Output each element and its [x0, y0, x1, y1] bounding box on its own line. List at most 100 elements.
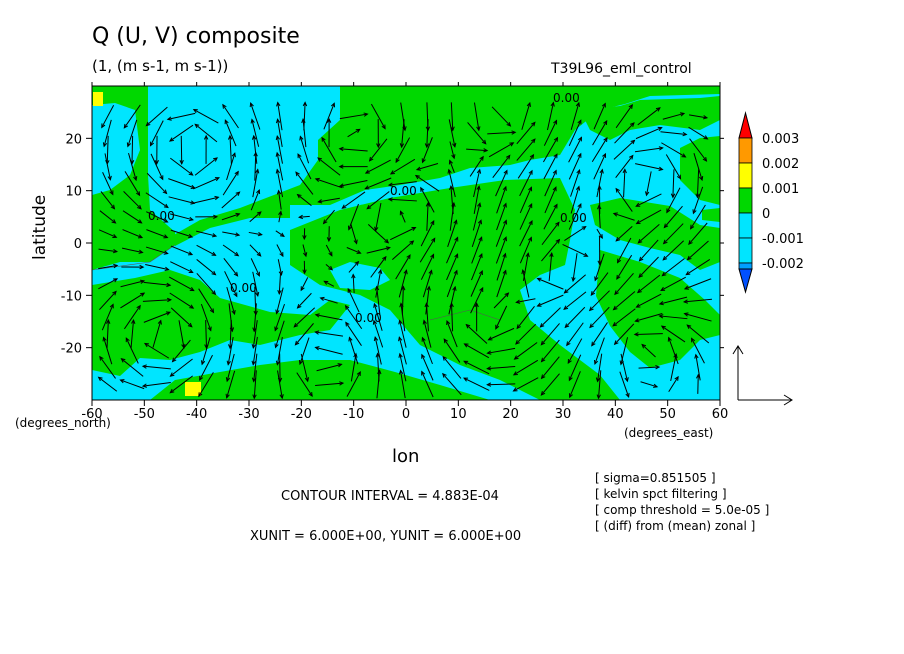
- wind-vector: [663, 223, 684, 244]
- wind-vector-head: [528, 169, 533, 175]
- high-value-patch: [185, 382, 201, 396]
- wind-vector: [612, 308, 636, 327]
- wind-vector-head: [430, 253, 435, 259]
- wind-vector-head: [113, 263, 119, 269]
- wind-vector-head: [398, 319, 403, 325]
- wind-vector: [415, 175, 440, 192]
- wind-vector-head: [231, 152, 236, 158]
- wind-vector: [638, 366, 660, 369]
- wind-vector: [659, 315, 688, 320]
- wind-vector-head: [555, 238, 561, 244]
- wind-vector: [325, 244, 333, 256]
- wind-vector-field: [97, 101, 713, 400]
- wind-vector: [570, 169, 580, 197]
- wind-vector-head: [274, 343, 279, 349]
- wind-vector: [519, 187, 532, 214]
- wind-vector-head: [528, 203, 533, 209]
- wind-vector: [395, 254, 411, 280]
- wind-vector: [419, 238, 436, 263]
- wind-vector: [692, 186, 704, 214]
- wind-vector-head: [252, 327, 257, 333]
- wind-vector-head: [641, 343, 647, 349]
- wind-vector-head: [674, 375, 679, 381]
- wind-vector-head: [481, 139, 487, 145]
- colorbar-under-triangle: [738, 268, 753, 294]
- wind-vector-head: [588, 306, 594, 312]
- wind-vector: [323, 209, 335, 224]
- wind-vector: [446, 237, 459, 264]
- negative-region: [330, 262, 390, 290]
- wind-vector-head: [198, 392, 203, 398]
- wind-vector: [443, 338, 461, 363]
- wind-vector: [323, 103, 335, 130]
- wind-vector: [426, 202, 429, 231]
- wind-vector: [293, 307, 316, 328]
- wind-vector-head: [563, 289, 569, 294]
- wind-vector-head: [356, 370, 361, 377]
- wind-vector: [276, 169, 284, 198]
- wind-vector: [471, 253, 483, 281]
- wind-vector: [596, 169, 603, 198]
- wind-vector-head: [109, 303, 114, 309]
- wind-vector-head: [345, 321, 350, 327]
- wind-vector: [277, 370, 283, 399]
- wind-vector-head: [131, 318, 136, 325]
- wind-vector-head: [229, 327, 235, 333]
- wind-vector: [597, 353, 603, 382]
- wind-vector-head: [353, 239, 358, 245]
- wind-vector-head: [298, 360, 304, 366]
- wind-vector: [541, 239, 560, 262]
- wind-vector: [145, 264, 169, 271]
- wind-vector: [130, 320, 135, 349]
- wind-vector: [302, 244, 307, 257]
- wind-vector-head: [702, 115, 709, 120]
- wind-vector-head: [278, 270, 283, 277]
- wind-vector-head: [169, 372, 175, 377]
- wind-vector: [423, 320, 432, 348]
- wind-vector: [496, 270, 507, 298]
- wind-vector: [695, 354, 701, 381]
- wind-vector-head: [295, 171, 300, 177]
- wind-vector-head: [581, 225, 587, 231]
- wind-vector-head: [326, 237, 332, 243]
- wind-vector: [420, 254, 435, 280]
- wind-vector: [591, 137, 608, 163]
- wind-vector: [366, 191, 390, 210]
- wind-vector-head: [683, 312, 689, 317]
- wind-vector-head: [686, 324, 692, 329]
- wind-vector: [152, 320, 162, 348]
- x-axis-label: lon: [392, 446, 420, 467]
- wind-vector: [450, 186, 454, 215]
- wind-vector: [467, 122, 487, 145]
- wind-vector-head: [502, 185, 507, 191]
- wind-vector: [250, 258, 260, 277]
- wind-vector-head: [150, 141, 155, 147]
- wind-vector-head: [211, 290, 217, 296]
- wind-vector: [315, 382, 344, 386]
- wind-vector-head: [137, 219, 143, 224]
- wind-vector-head: [192, 109, 198, 114]
- wind-vector: [539, 307, 561, 328]
- note-threshold: [ comp threshold = 5.0e-05 ]: [595, 503, 770, 517]
- wind-vector-head: [421, 353, 426, 359]
- wind-vector: [688, 222, 708, 245]
- wind-vector-head: [512, 371, 518, 376]
- wind-vector-head: [302, 269, 307, 275]
- wind-vector: [275, 320, 285, 348]
- wind-vector: [388, 198, 417, 202]
- wind-vector: [223, 258, 238, 277]
- wind-vector: [493, 292, 509, 309]
- wind-vector-head: [597, 260, 602, 266]
- wind-vector-head: [509, 142, 515, 147]
- positive-region: [580, 96, 720, 140]
- wind-vector-head: [479, 155, 484, 161]
- x-tick-label: 10: [450, 407, 467, 422]
- wind-vector: [564, 274, 586, 294]
- wind-vector-head: [431, 237, 436, 243]
- wind-vector: [365, 177, 392, 190]
- wind-vector-head: [136, 304, 141, 310]
- wind-vector-head: [109, 190, 114, 196]
- wind-vector-head: [256, 211, 262, 216]
- wind-vector-head: [375, 352, 380, 358]
- high-value-patch: [93, 92, 103, 106]
